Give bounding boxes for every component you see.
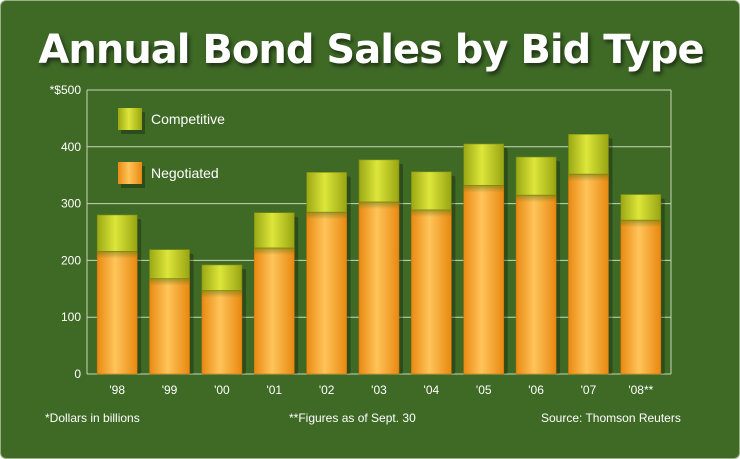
bar-competitive-shade: [516, 195, 557, 208]
bar-negotiated: [463, 185, 505, 375]
footnote-dollars: *Dollars in billions: [45, 411, 140, 425]
bar-competitive-shade: [620, 220, 661, 233]
bar-negotiated: [201, 290, 243, 375]
bar-negotiated: [515, 194, 557, 375]
bar-competitive-shade: [359, 201, 399, 214]
x-tick-label: '04: [424, 383, 440, 397]
footnote-source: Source: Thomson Reuters: [541, 411, 681, 425]
bar-competitive-shade: [463, 185, 504, 198]
bar-negotiated: [411, 209, 452, 375]
bar-competitive: [620, 194, 662, 221]
x-tick-label: '08**: [628, 383, 653, 397]
bar-negotiated: [306, 211, 347, 375]
bar-competitive-shade: [97, 251, 138, 264]
x-tick-label: '07: [581, 383, 597, 397]
x-tick-label: '06: [528, 383, 544, 397]
legend-swatch: [118, 108, 142, 130]
legend-competitive: Competitive: [118, 108, 225, 134]
chart-title: Annual Bond Sales by Bid Type: [38, 27, 704, 73]
x-tick-label: '03: [371, 383, 387, 397]
bar-competitive-shade: [149, 278, 190, 291]
x-tick-label: '01: [266, 383, 282, 397]
y-tick-label: 0: [74, 367, 81, 381]
bar-negotiated: [358, 201, 400, 375]
y-tick-label: 200: [61, 253, 81, 267]
x-tick-label: '99: [162, 383, 178, 397]
bar-negotiated: [96, 251, 138, 375]
x-tick-label: '98: [109, 383, 125, 397]
y-tick-label: 300: [61, 197, 81, 211]
y-tick-label: *$500: [50, 83, 82, 97]
bar-competitive-shade: [201, 290, 242, 303]
legend-label: Competitive: [151, 111, 225, 127]
bar-competitive: [568, 134, 609, 175]
x-tick-label: '00: [214, 383, 230, 397]
bar-negotiated: [568, 173, 609, 375]
bar-competitive: [358, 159, 400, 203]
legend-label: Negotiated: [151, 165, 219, 181]
bar-competitive: [306, 172, 347, 213]
y-tick-label: 400: [61, 140, 81, 154]
bar-competitive-shade: [306, 212, 347, 225]
bar-negotiated: [253, 247, 295, 375]
bar-negotiated: [620, 219, 662, 375]
legend-swatch: [118, 162, 142, 184]
bar-competitive: [411, 171, 452, 211]
bar-competitive: [253, 212, 295, 249]
x-tick-label: '02: [319, 383, 335, 397]
bar-competitive: [96, 214, 138, 252]
legend-negotiated: Negotiated: [118, 162, 219, 188]
bar-negotiated: [149, 278, 190, 375]
bar-competitive-shade: [411, 209, 452, 222]
bar-competitive-shade: [568, 174, 609, 187]
footnote-figures: **Figures as of Sept. 30: [289, 411, 416, 425]
bar-competitive: [463, 143, 505, 186]
bar-competitive: [515, 156, 557, 196]
bar-competitive-shade: [254, 247, 295, 260]
y-tick-label: 100: [61, 310, 81, 324]
bar-competitive: [149, 249, 190, 279]
bar-competitive: [201, 264, 243, 291]
x-tick-label: '05: [476, 383, 492, 397]
